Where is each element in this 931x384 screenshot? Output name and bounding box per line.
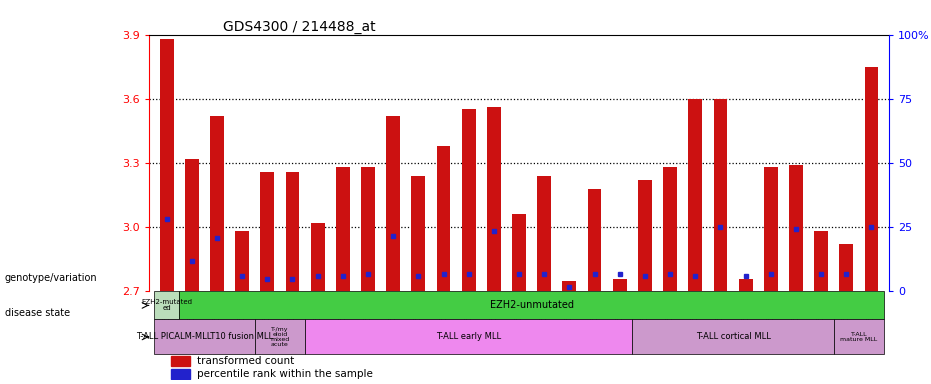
Bar [305,319,632,354]
Bar [210,116,223,291]
Text: percentile rank within the sample: percentile rank within the sample [197,369,373,379]
Bar [763,167,777,291]
Bar [311,223,325,291]
Bar [171,356,190,366]
Bar [412,176,425,291]
Text: EZH2-unmutated: EZH2-unmutated [490,300,573,310]
Bar [834,319,884,354]
Bar [336,167,350,291]
Bar [154,319,255,354]
Text: T-ALL cortical MLL: T-ALL cortical MLL [695,333,771,341]
Text: transformed count: transformed count [197,356,294,366]
Bar [361,167,375,291]
Bar [663,167,677,291]
Text: EZH2-mutated
ed: EZH2-mutated ed [142,300,192,311]
Text: GDS4300 / 214488_at: GDS4300 / 214488_at [223,20,375,33]
Bar [688,99,702,291]
Bar [171,369,190,379]
Bar [815,232,828,291]
Bar [487,108,501,291]
Bar [632,319,834,354]
Bar [638,180,652,291]
Bar [261,172,275,291]
Bar [865,67,879,291]
Bar [159,39,173,291]
Bar [537,176,551,291]
Bar [236,232,249,291]
Bar [789,165,803,291]
Bar [286,172,300,291]
Text: T-ALL
mature MLL: T-ALL mature MLL [841,332,878,342]
Bar [713,99,727,291]
Bar [738,278,752,291]
Text: disease state: disease state [5,308,70,318]
Text: T-/my
eloid
mixed
acute: T-/my eloid mixed acute [270,327,290,347]
Bar [437,146,451,291]
Bar [587,189,601,291]
Bar [840,244,853,291]
Bar [386,116,400,291]
Bar [462,109,476,291]
Bar [512,214,526,291]
Text: T-ALL PICALM-MLLT10 fusion MLL: T-ALL PICALM-MLLT10 fusion MLL [136,333,273,341]
Text: genotype/variation: genotype/variation [5,273,97,283]
Bar [154,291,179,319]
Bar [562,281,576,291]
Bar [185,159,198,291]
Bar [613,278,627,291]
Text: T-ALL early MLL: T-ALL early MLL [436,333,501,341]
Bar [255,319,305,354]
